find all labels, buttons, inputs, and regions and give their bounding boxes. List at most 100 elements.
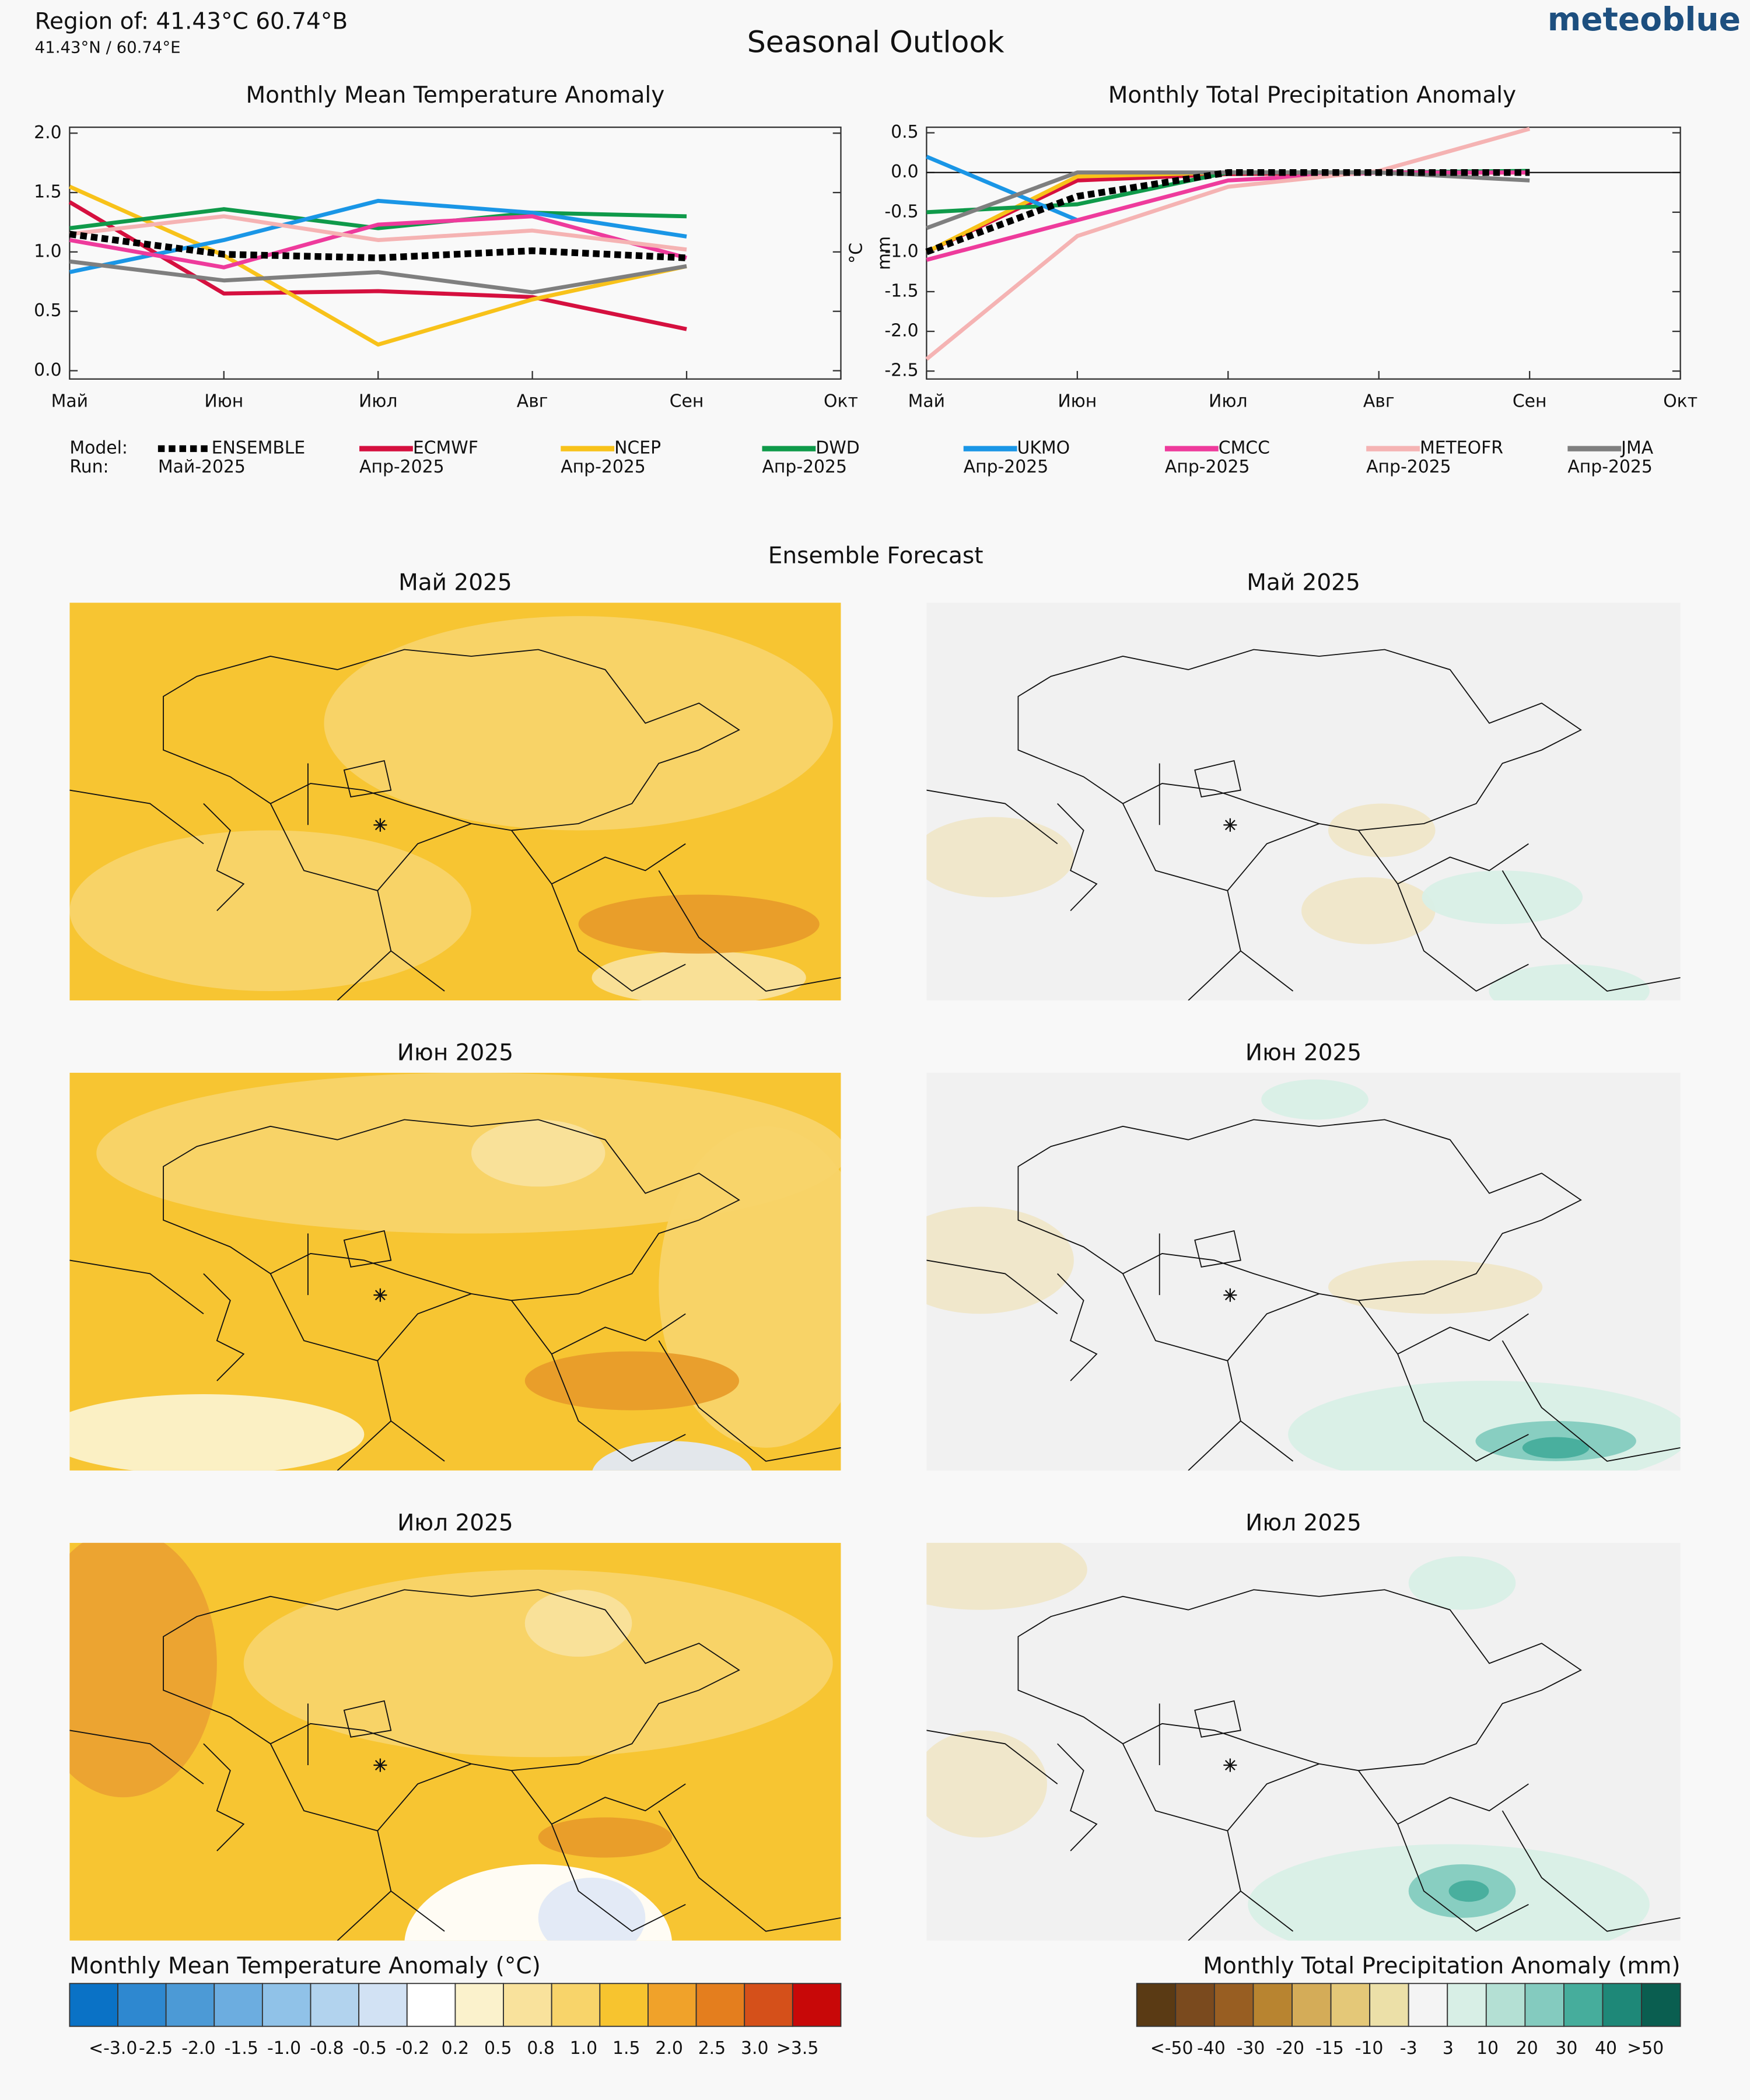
map-title: Май 2025 [398,570,512,596]
map-contour [578,894,820,954]
y-tick-label: 0.5 [34,300,61,321]
legend-name: CMCC [1219,438,1270,459]
legend-name: ENSEMBLE [212,438,306,459]
colorbar-label: -30 [1237,2038,1265,2059]
map-contour [926,1542,1087,1610]
map-contour [524,1351,740,1410]
map-base [926,603,1681,1001]
x-tick-label: Сен [670,391,704,411]
map-contour [1408,1556,1516,1610]
map-contour [592,951,806,1001]
colorbar-label: -40 [1197,2038,1226,2059]
x-tick-label: Май [51,391,88,411]
colorbar-label: 0.5 [484,2038,512,2059]
legend-run: Апр-2025 [1366,457,1451,477]
legend-name: JMA [1620,438,1654,459]
series-line [69,214,687,252]
x-tick-label: Сен [1513,391,1547,411]
colorbar-label: -10 [1355,2038,1384,2059]
colorbar-swatch [117,1983,167,2027]
y-tick-label: 1.5 [34,182,61,202]
colorbar-swatch [406,1983,456,2027]
map-contour [69,1394,365,1471]
chart-title: Monthly Total Precipitation Anomaly [1108,82,1516,108]
colorbar-label: -0.5 [353,2038,387,2059]
colorbar-label: <-50 [1150,2038,1194,2059]
colorbar-swatch [792,1983,842,2027]
colorbar-label: -1.0 [267,2038,301,2059]
map-contour [1422,870,1583,925]
map-border [926,1589,1681,1941]
colorbar-label: 1.0 [570,2038,597,2059]
legend-name: METEOFR [1420,438,1503,459]
map-border [69,649,841,1001]
map-panel [926,603,1681,1001]
colorbar-label: -20 [1276,2038,1304,2059]
series-line [68,200,687,331]
map-contour [926,1730,1047,1838]
x-tick-label: Июл [1209,391,1247,411]
series-line [68,184,687,347]
region: Region of: 41.43°C 60.74°B [35,9,348,35]
map-contour [1301,877,1436,944]
colorbar-label: 10 [1476,2038,1499,2059]
colorbar-swatch [1408,1983,1448,2027]
y-tick-label: -0.5 [884,201,918,222]
legend-run-label: Run: [69,457,108,477]
legend-run: Апр-2025 [359,457,444,477]
location-marker [1224,1760,1236,1770]
x-tick-label: Июн [204,391,243,411]
y-tick-label: 2.0 [34,123,61,143]
colorbar-swatch [503,1983,552,2027]
colorbar-title: Monthly Total Precipitation Anomaly (mm) [1203,1953,1680,1979]
map-inner [69,603,841,1001]
colorbar-label: >50 [1627,2038,1664,2059]
map-title: Июл 2025 [1245,1510,1362,1536]
colorbar-label: 0.8 [527,2038,554,2059]
colorbar-swatch [1641,1983,1681,2027]
colorbar-swatch [1485,1983,1526,2027]
map-panel [69,603,841,1001]
map-contour [1522,1437,1590,1459]
location-marker [374,820,386,831]
colorbar-label: >3.5 [776,2038,818,2059]
maps-title: Ensemble Forecast [768,543,984,569]
colorbar-label: 2.0 [655,2038,682,2059]
map-contour [926,1206,1074,1314]
logo: meteoblue [1548,1,1741,38]
legend-name: DWD [816,438,859,459]
map-contour [1489,964,1650,1001]
y-axis-label: mm [874,236,895,270]
colorbar-label: 3 [1443,2038,1454,2059]
y-tick-label: 0.5 [891,122,918,142]
plot-area [926,126,1681,380]
colorbar-swatch [69,1983,118,2027]
colorbar-swatch [454,1983,504,2027]
colorbar-label: 30 [1555,2038,1577,2059]
map-contour [538,1817,673,1858]
series-line [69,230,687,261]
map-inner [69,1542,841,1941]
x-tick-label: Окт [824,391,858,411]
legend-name: ECMWF [413,438,478,459]
map-border [69,1119,841,1471]
series-line [69,214,687,270]
colorbar-swatch [310,1983,360,2027]
legend-run: Апр-2025 [964,457,1048,477]
chart-title: Monthly Mean Temperature Anomaly [246,82,664,108]
y-axis-label: °C [846,243,867,264]
map-panel [69,1073,841,1471]
colorbar-label: 2.5 [698,2038,726,2059]
map-title: Июн 2025 [397,1040,513,1066]
colorbar-title: Monthly Mean Temperature Anomaly (°C) [69,1953,540,1979]
colorbar-swatch [1447,1983,1487,2027]
map-contour [926,817,1074,898]
colorbar-label: 1.5 [612,2038,640,2059]
colorbar-label: 0.2 [442,2038,469,2059]
map-contour [1328,1260,1543,1314]
y-tick-label: 0.0 [891,162,918,182]
y-tick-label: -1.5 [884,281,918,301]
colorbar-label: -0.2 [396,2038,429,2059]
